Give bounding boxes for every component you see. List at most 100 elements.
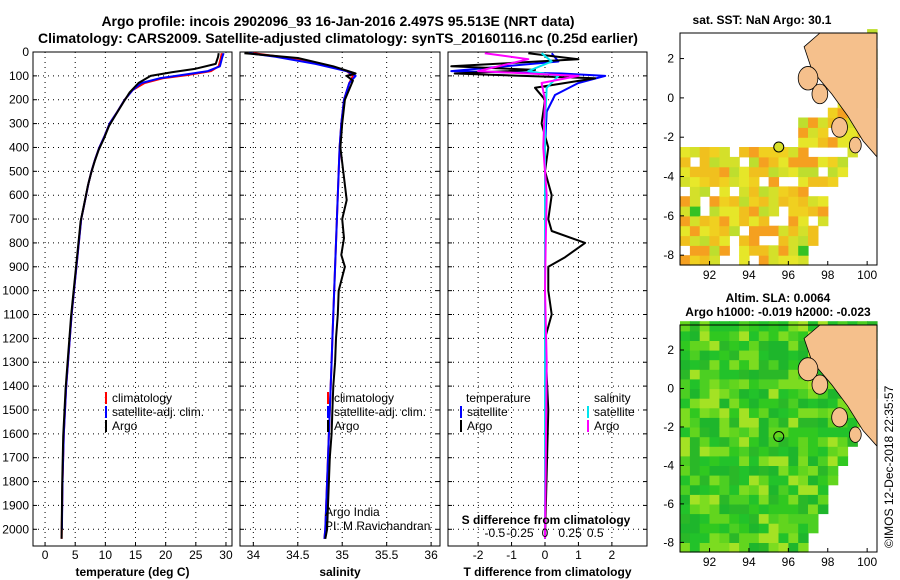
map-cell bbox=[680, 398, 691, 409]
map-cell bbox=[739, 330, 750, 341]
map-cell bbox=[758, 186, 770, 197]
map-cell bbox=[680, 446, 691, 457]
map-cell bbox=[689, 330, 701, 341]
map-cell bbox=[788, 255, 799, 266]
y-tick-label: 200 bbox=[9, 93, 29, 107]
map-cell bbox=[788, 542, 799, 553]
map-cell bbox=[709, 446, 720, 457]
map-cell bbox=[798, 245, 809, 256]
map-y-tick-label: -6 bbox=[663, 497, 674, 511]
map-cell bbox=[788, 484, 799, 495]
map-cell bbox=[817, 137, 829, 148]
map-cell bbox=[788, 330, 799, 341]
x-tick-label: 35.5 bbox=[375, 548, 399, 562]
map-cell bbox=[729, 484, 740, 495]
map-cell bbox=[808, 484, 819, 495]
y-tick-label: 1700 bbox=[2, 451, 29, 465]
map-cell bbox=[798, 225, 809, 237]
map-cell bbox=[680, 156, 691, 168]
map-cell bbox=[680, 225, 691, 237]
map-cell bbox=[689, 436, 701, 447]
map-cell bbox=[739, 465, 750, 476]
map-cell bbox=[709, 225, 720, 237]
map-cell bbox=[689, 465, 701, 476]
map-cell bbox=[788, 166, 799, 178]
map-cell bbox=[768, 255, 780, 266]
x-tick-label: 0 bbox=[42, 548, 49, 562]
map-cell bbox=[758, 359, 770, 370]
map-cell bbox=[729, 378, 740, 390]
map-cell bbox=[709, 215, 720, 227]
map-cell bbox=[689, 513, 701, 524]
plot-frame bbox=[239, 51, 441, 547]
map-cell bbox=[699, 186, 711, 197]
map-cell bbox=[689, 245, 701, 256]
map-cell bbox=[699, 465, 711, 476]
legend-label-sal-argo: Argo bbox=[594, 419, 620, 433]
plot-frame bbox=[447, 51, 648, 547]
map-cell bbox=[749, 321, 760, 332]
island bbox=[811, 374, 829, 395]
map-cell bbox=[758, 465, 770, 476]
map-cell bbox=[749, 378, 760, 390]
map-cell bbox=[699, 255, 711, 266]
y-tick-label: 600 bbox=[9, 188, 29, 202]
series-line-temperature-argo bbox=[450, 52, 597, 539]
map-cell bbox=[788, 359, 799, 370]
map-cell bbox=[719, 494, 730, 505]
x-tick-label: 1 bbox=[575, 548, 582, 562]
map-cell bbox=[729, 494, 740, 505]
map-cell bbox=[680, 407, 691, 418]
series-line-salinity-argo bbox=[477, 52, 580, 539]
map-cell bbox=[719, 176, 730, 187]
map-cell bbox=[709, 475, 720, 486]
map-cell bbox=[837, 107, 849, 119]
map-cell bbox=[719, 340, 730, 351]
map-cell bbox=[827, 427, 839, 438]
map-cell bbox=[729, 436, 740, 447]
map-cell bbox=[680, 494, 691, 505]
difference-legend: temperature satellite Argo salinity sate… bbox=[460, 391, 635, 433]
map-cell bbox=[778, 503, 789, 515]
map-cell bbox=[808, 127, 819, 138]
y-tick-label: 400 bbox=[9, 140, 29, 154]
map-cell bbox=[680, 235, 691, 246]
map-cell bbox=[827, 446, 839, 457]
map-cell bbox=[680, 359, 691, 370]
map-cell bbox=[827, 176, 839, 187]
map-cell bbox=[817, 436, 829, 447]
map-cell bbox=[680, 369, 691, 380]
s-difference-axis-label: S difference from climatology bbox=[462, 513, 631, 527]
map-cell bbox=[758, 321, 770, 332]
map-cell bbox=[729, 321, 740, 332]
map-cell bbox=[739, 255, 750, 266]
map-cell bbox=[808, 225, 819, 237]
map-cell bbox=[798, 127, 809, 138]
map-cell bbox=[808, 166, 819, 178]
map-cell bbox=[788, 206, 799, 217]
map-cell bbox=[680, 206, 691, 217]
x-tick-label: 35 bbox=[336, 548, 350, 562]
map-cell bbox=[709, 398, 720, 409]
map-cell bbox=[739, 475, 750, 486]
map-cell bbox=[808, 455, 819, 466]
map-cell bbox=[719, 398, 730, 409]
temperature-panel: 0 5 10 15 20 25 30 temperature (deg C) 0 100 200 30… bbox=[2, 45, 233, 579]
map-cell bbox=[699, 484, 711, 495]
map-cell bbox=[680, 196, 691, 207]
map-cell bbox=[699, 340, 711, 351]
map-cell bbox=[749, 350, 760, 361]
map-cell bbox=[808, 475, 819, 486]
map-cell bbox=[778, 330, 789, 341]
legend-title-salinity: salinity bbox=[594, 391, 631, 405]
map-cell bbox=[709, 436, 720, 447]
map-cell bbox=[729, 417, 740, 428]
map-cell bbox=[719, 532, 730, 543]
map-cell bbox=[749, 484, 760, 495]
map-cell bbox=[749, 475, 760, 486]
temperature-legend: climatology satellite-adj. clim. Argo bbox=[105, 391, 204, 433]
map-cell bbox=[709, 378, 720, 390]
map-cell bbox=[758, 245, 770, 256]
map-cell bbox=[739, 427, 750, 438]
map-cell bbox=[788, 503, 799, 515]
